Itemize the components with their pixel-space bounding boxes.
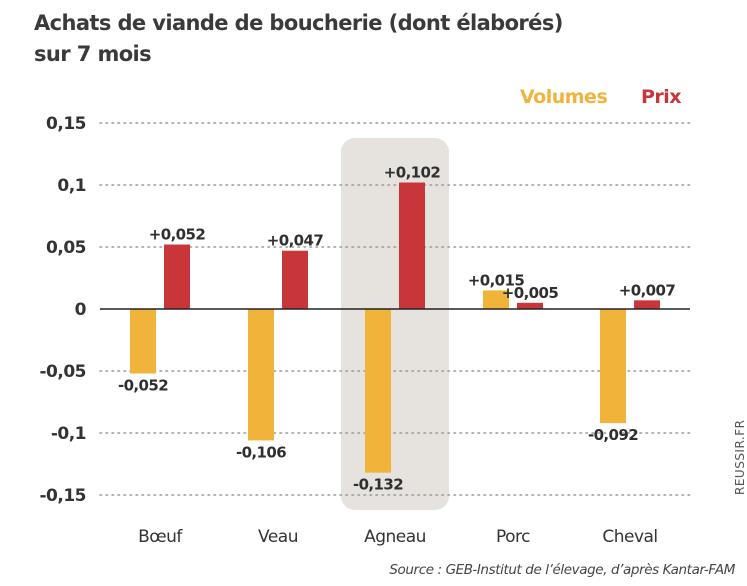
chart-subtitle: sur 7 mois [34, 42, 152, 66]
data-label: +0,005 [502, 284, 559, 302]
bar-volumes [483, 290, 509, 309]
data-label: +0,102 [384, 164, 441, 182]
bar-prix [164, 244, 190, 309]
legend-volumes: Volumes [520, 86, 608, 108]
bar-prix [517, 302, 543, 309]
x-category-label: Porc [496, 527, 530, 547]
y-tick-label: -0,1 [51, 424, 86, 444]
legend-prix: Prix [641, 86, 682, 108]
chart-title-line1: Achats de viande de boucherie (dont élab… [34, 11, 563, 35]
bar-prix [634, 300, 660, 309]
bar-prix [399, 182, 425, 309]
data-label: +0,007 [619, 281, 676, 299]
y-tick-label: 0,1 [57, 176, 86, 196]
bar-volumes [365, 309, 391, 473]
bar-prix [282, 250, 308, 309]
data-label: +0,052 [149, 226, 206, 244]
bar-volumes [600, 309, 626, 424]
highlight-box [341, 138, 449, 510]
bar-volumes [130, 309, 156, 374]
y-tick-label: 0,15 [46, 114, 86, 134]
x-category-label: Veau [258, 527, 298, 547]
data-label: -0,092 [588, 426, 638, 444]
x-category-label: Cheval [602, 527, 657, 547]
chart-title: Achats de viande de boucherie (dont élab… [34, 8, 563, 70]
y-tick-label: -0,15 [40, 486, 87, 506]
bar-volumes [248, 309, 274, 441]
source-note: Source : GEB-Institut de l’élevage, d’ap… [389, 562, 735, 578]
data-label: -0,106 [236, 443, 286, 461]
data-label: -0,052 [118, 376, 168, 394]
y-tick-label: 0,05 [46, 238, 86, 258]
y-tick-label: 0 [75, 300, 87, 320]
x-category-label: Bœuf [138, 527, 183, 547]
data-label: -0,132 [353, 476, 403, 494]
data-label: +0,015 [468, 271, 525, 289]
data-label: +0,047 [267, 232, 324, 250]
watermark: REUSSIR.FR [733, 419, 747, 495]
y-tick-label: -0,05 [40, 362, 87, 382]
x-category-label: Agneau [364, 527, 426, 547]
